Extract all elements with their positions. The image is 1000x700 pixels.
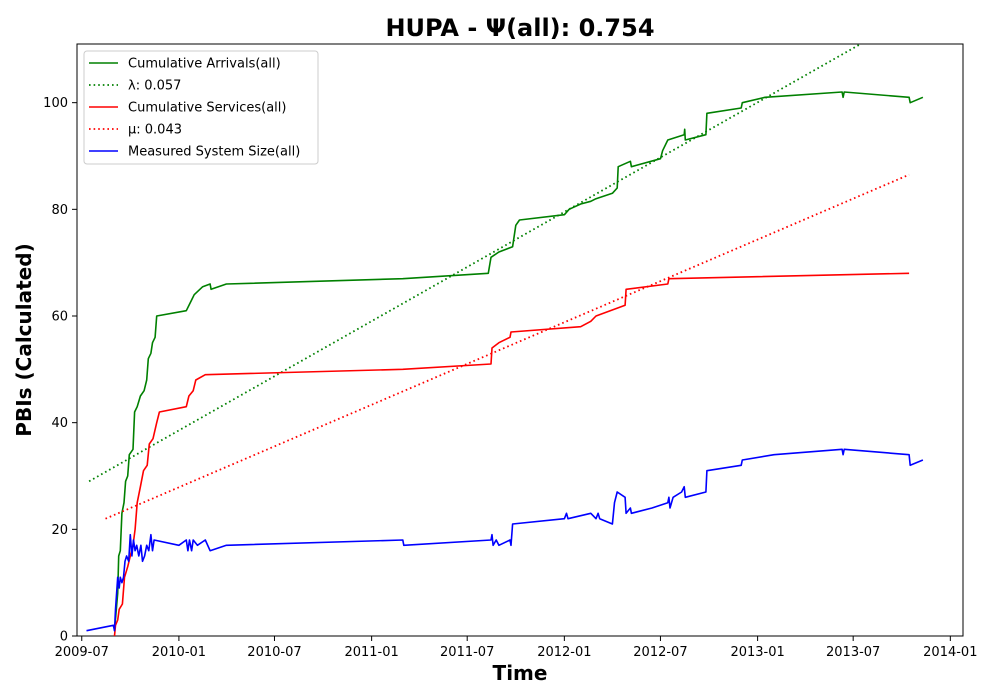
- y-axis-label: PBIs (Calculated): [12, 243, 36, 436]
- series-layer: [86, 44, 924, 636]
- y-tick-label: 80: [51, 203, 68, 218]
- x-tick-label: 2010-01: [152, 645, 206, 660]
- legend-label: Cumulative Arrivals(all): [128, 57, 281, 72]
- series-line-cumulative-services-all: [113, 272, 910, 636]
- legend: Cumulative Arrivals(all) λ: 0.057 Cumulati…: [83, 50, 319, 165]
- legend-box: [83, 50, 319, 165]
- y-axis: 0 20 40 60 80 100: [43, 96, 77, 645]
- x-tick-label: 2013-07: [826, 645, 880, 660]
- y-tick-label: 0: [60, 630, 68, 645]
- y-tick-label: 40: [51, 416, 68, 431]
- legend-label: Cumulative Services(all): [128, 101, 286, 116]
- series-line-measured-system-size-all: [86, 448, 924, 632]
- x-tick-label: 2009-07: [55, 645, 109, 660]
- y-tick-label: 20: [51, 523, 68, 538]
- legend-label: μ: 0.043: [128, 123, 182, 138]
- x-axis: 2009-07 2010-01 2010-07 2011-01 2011-07 2012-…: [55, 636, 977, 660]
- x-axis-label: Time: [493, 661, 548, 685]
- x-tick-label: 2014-01: [923, 645, 977, 660]
- legend-label: λ: 0.057: [128, 79, 181, 94]
- series-line-cumulative-arrivals-all: [113, 91, 924, 631]
- y-tick-label: 100: [43, 96, 68, 111]
- x-tick-label: 2010-07: [247, 645, 301, 660]
- x-tick-label: 2012-07: [633, 645, 687, 660]
- x-tick-label: 2011-07: [440, 645, 494, 660]
- plot-area-frame: [76, 43, 964, 637]
- legend-label: Measured System Size(all): [128, 145, 300, 160]
- y-tick-label: 60: [51, 310, 68, 325]
- x-tick-label: 2013-01: [730, 645, 784, 660]
- x-tick-label: 2012-01: [537, 645, 591, 660]
- chart-title: HUPA - Ψ(all): 0.754: [385, 14, 654, 42]
- series-line-0-057: [88, 44, 862, 483]
- series-line-0-043: [105, 173, 910, 520]
- x-tick-label: 2011-01: [344, 645, 398, 660]
